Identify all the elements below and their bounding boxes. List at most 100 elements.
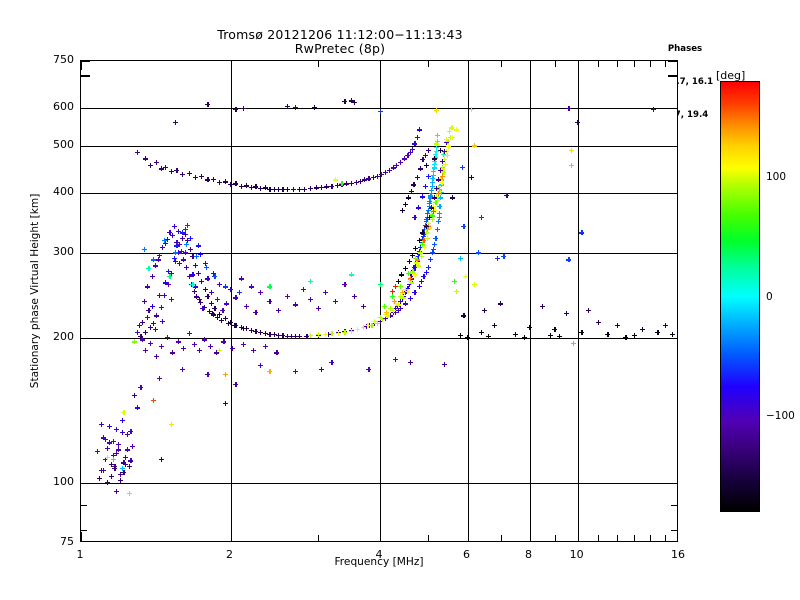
scatter-point [182,250,188,256]
scatter-point [552,327,558,332]
scatter-point [212,273,218,279]
scatter-point [405,152,411,158]
scatter-point [395,302,401,308]
scatter-point [114,451,120,456]
scatter-point [402,266,408,272]
x-axis-tick [318,61,320,67]
scatter-point [253,309,259,315]
scatter-point [399,272,404,278]
scatter-point [406,278,412,284]
scatter-point [198,299,203,305]
scatter-point [407,359,413,365]
scatter-point [443,140,449,146]
scatter-point [527,325,532,330]
scatter-point [393,283,399,289]
scatter-point [402,301,408,307]
scatter-point [267,284,273,290]
scatter-point [158,456,164,462]
scatter-point [163,164,169,170]
scatter-point [425,226,431,232]
scatter-point [123,454,129,460]
gridline-horizontal [81,337,677,340]
scatter-point [446,144,452,150]
gridline-horizontal [81,107,677,110]
scatter-point [417,250,423,256]
scatter-point [154,313,160,319]
grid-layer [81,61,677,541]
scatter-point [104,454,110,460]
scatter-point [173,119,178,125]
scatter-point [377,108,383,114]
y-tick-label: 75 [60,535,74,548]
scatter-point [639,327,645,332]
x-axis-tick [650,61,652,67]
scatter-point [482,307,488,313]
scatter-point [222,284,228,290]
scatter-point [238,183,244,189]
scatter-point [175,228,181,234]
scatter-point [398,305,404,311]
scatter-point [366,366,372,372]
scatter-point [319,366,324,372]
scatter-point [168,270,174,276]
scatter-point [114,427,120,432]
scatter-point [426,203,432,209]
scatter-point [308,333,314,339]
scatter-point [394,304,400,310]
scatter-point [135,330,141,335]
scatter-point [435,219,441,225]
scatter-point [160,319,166,325]
gridline-vertical [380,61,382,541]
scatter-point [253,184,259,190]
scatter-point [238,276,244,282]
scatter-point [110,452,116,458]
scatter-point [151,398,157,404]
scatter-point [440,166,446,172]
scatter-point [424,235,430,241]
scatter-point [413,263,419,269]
scatter-point [201,337,207,343]
scatter-point [498,301,504,307]
scatter-point [398,283,404,289]
scatter-point [429,179,435,185]
scatter-point [146,266,152,272]
scatter-point [212,305,218,311]
scatter-point [195,270,201,276]
scatter-point [223,301,229,307]
scatter-point [202,261,208,266]
scatter-point [304,334,310,340]
scatter-point [419,194,425,200]
scatter-point [319,184,324,190]
scatter-point [222,371,228,377]
scatter-point [258,363,264,369]
scatter-point [450,195,456,201]
scatter-point [119,430,125,436]
scatter-point [465,335,470,341]
scatter-point [413,246,419,252]
scatter-point [475,250,481,256]
scatter-point [121,470,127,476]
scatter-point [284,293,290,299]
x-axis-tick [598,61,600,67]
scatter-point [157,253,163,259]
y-tick-label: 300 [53,244,74,258]
scatter-point [326,332,331,338]
scatter-point [196,348,202,354]
scatter-point [173,250,178,256]
scatter-point [422,227,428,233]
gridline-horizontal [81,145,677,148]
scatter-point [232,323,238,328]
scatter-point [438,195,444,201]
scatter-point [406,258,412,264]
scatter-point [292,302,298,308]
x-axis-tick [380,61,382,70]
scatter-point [419,253,425,259]
scatter-point [192,284,198,290]
x-tick-label: 8 [525,548,532,561]
scatter-point [183,264,189,270]
scatter-point [274,350,280,356]
scatter-point [166,268,171,274]
scatter-point [167,229,173,235]
scatter-point [119,466,125,472]
scatter-point [435,191,441,197]
